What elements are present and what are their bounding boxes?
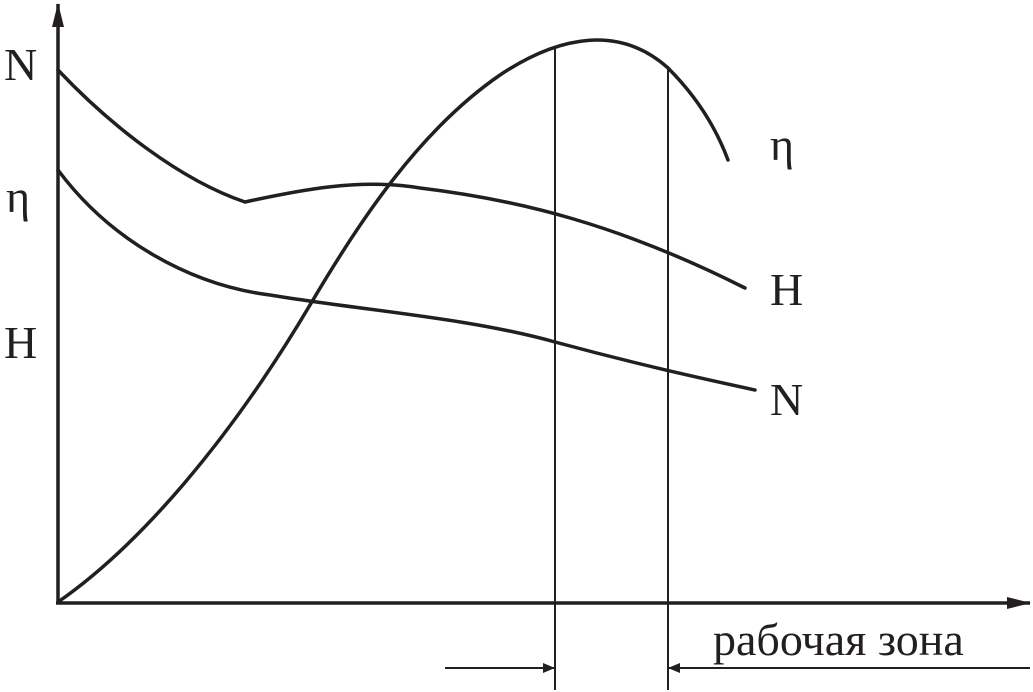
efficiency-curve bbox=[56, 38, 730, 604]
axis-label: η bbox=[6, 171, 30, 222]
curve-label: H bbox=[770, 264, 803, 315]
axis-label: H bbox=[4, 317, 37, 368]
curve-label: N bbox=[770, 374, 803, 425]
power-curve bbox=[56, 168, 757, 392]
zone-label: рабочая зона bbox=[713, 614, 964, 665]
curve-label: η bbox=[770, 119, 794, 170]
axis-label: N bbox=[4, 39, 37, 90]
head-curve bbox=[56, 68, 747, 290]
